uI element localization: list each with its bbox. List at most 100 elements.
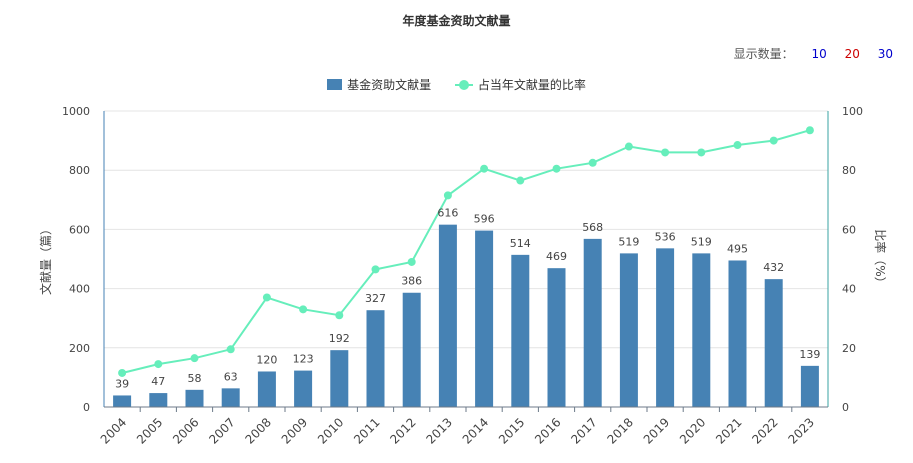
x-tick-label: 2006 — [170, 415, 201, 446]
y-right-tick-label: 100 — [842, 105, 863, 118]
ratio-point[interactable] — [769, 136, 778, 145]
bar-value-label: 568 — [582, 221, 603, 234]
ratio-point[interactable] — [733, 141, 742, 150]
y-tick-label: 200 — [69, 342, 90, 355]
x-tick-label: 2021 — [713, 415, 744, 446]
ratio-point[interactable] — [805, 126, 814, 135]
bar[interactable] — [619, 253, 638, 407]
chart-title: 年度基金资助文献量 — [402, 14, 511, 28]
x-tick-label: 2015 — [496, 415, 527, 446]
x-tick-label: 2009 — [279, 415, 310, 446]
y-right-tick-label: 60 — [842, 223, 856, 236]
ratio-point[interactable] — [335, 311, 344, 320]
bar-value-label: 120 — [256, 353, 277, 366]
ratio-point[interactable] — [226, 345, 235, 354]
bar-value-label: 616 — [437, 207, 458, 220]
y-axis-title: 文献量（篇） — [38, 223, 53, 295]
ratio-point[interactable] — [480, 164, 489, 173]
count-option-20[interactable]: 20 — [844, 47, 860, 61]
bar[interactable] — [800, 365, 819, 407]
x-tick-label: 2020 — [677, 415, 708, 446]
ratio-point[interactable] — [154, 360, 163, 369]
bar-value-label: 469 — [546, 250, 567, 263]
bar[interactable] — [366, 310, 385, 407]
y-tick-label: 0 — [83, 401, 90, 414]
bar-value-label: 514 — [510, 237, 531, 250]
ratio-point[interactable] — [371, 265, 380, 274]
ratio-point[interactable] — [190, 354, 199, 363]
ratio-point[interactable] — [118, 368, 127, 377]
ratio-point[interactable] — [299, 305, 308, 314]
y-right-tick-label: 0 — [842, 401, 849, 414]
legend-bar-label: 基金资助文献量 — [347, 78, 432, 92]
bar[interactable] — [547, 268, 566, 407]
bar[interactable] — [257, 371, 276, 407]
y-right-tick-label: 80 — [842, 164, 856, 177]
bar[interactable] — [692, 253, 711, 407]
bar[interactable] — [764, 279, 783, 407]
bar[interactable] — [185, 389, 204, 407]
bar-value-label: 327 — [365, 292, 386, 305]
count-option-30[interactable]: 30 — [877, 47, 893, 61]
y-tick-label: 1000 — [62, 105, 90, 118]
bar-value-label: 139 — [799, 348, 820, 361]
bar[interactable] — [511, 254, 530, 407]
x-tick-label: 2005 — [134, 415, 165, 446]
bar[interactable] — [475, 230, 494, 407]
count-option-10[interactable]: 10 — [811, 47, 827, 61]
bar[interactable] — [438, 224, 457, 407]
bar-value-label: 536 — [655, 230, 676, 243]
bar[interactable] — [728, 260, 747, 407]
ratio-point[interactable] — [407, 257, 416, 266]
x-tick-label: 2014 — [460, 415, 491, 446]
bar-value-label: 123 — [293, 353, 314, 366]
bar-value-label: 386 — [401, 275, 422, 288]
bar[interactable] — [221, 388, 240, 407]
ratio-line — [121, 129, 811, 374]
bar-value-label: 58 — [188, 372, 202, 385]
y-tick-label: 400 — [69, 283, 90, 296]
x-tick-label: 2013 — [424, 415, 455, 446]
y-right-axis-title: 比率（%） — [873, 229, 888, 288]
ratio-point[interactable] — [624, 142, 633, 151]
chart-legend: 基金资助文献量 占当年文献量的比率 — [0, 76, 913, 93]
x-tick-label: 2022 — [749, 415, 780, 446]
bar-value-label: 39 — [115, 377, 129, 390]
bar-value-label: 519 — [618, 235, 639, 248]
ratio-point[interactable] — [588, 158, 597, 167]
x-tick-label: 2008 — [243, 415, 274, 446]
legend-item-bar[interactable]: 基金资助文献量 — [327, 76, 431, 93]
bar[interactable] — [294, 370, 313, 407]
x-tick-label: 2016 — [532, 415, 563, 446]
x-tick-label: 2018 — [605, 415, 636, 446]
ratio-point[interactable] — [516, 176, 525, 185]
bar-value-label: 596 — [474, 213, 495, 226]
x-tick-label: 2023 — [786, 415, 817, 446]
bar[interactable] — [656, 248, 675, 407]
ratio-point[interactable] — [262, 293, 271, 302]
y-tick-label: 800 — [69, 164, 90, 177]
ratio-point[interactable] — [661, 148, 670, 157]
x-tick-label: 2019 — [641, 415, 672, 446]
legend-line-label: 占当年文献量的比率 — [477, 78, 586, 92]
x-tick-label: 2012 — [387, 415, 418, 446]
x-tick-label: 2010 — [315, 415, 346, 446]
bar[interactable] — [402, 292, 421, 407]
ratio-point[interactable] — [552, 164, 561, 173]
count-selector-label: 显示数量： — [733, 47, 794, 61]
x-tick-label: 2007 — [206, 415, 237, 446]
ratio-point[interactable] — [697, 148, 706, 157]
ratio-point[interactable] — [443, 191, 452, 200]
legend-line-swatch — [454, 79, 473, 90]
legend-item-line[interactable]: 占当年文献量的比率 — [454, 76, 586, 93]
bar[interactable] — [583, 238, 602, 407]
y-right-tick-label: 40 — [842, 283, 856, 296]
x-tick-label: 2011 — [351, 415, 382, 446]
y-right-tick-label: 20 — [842, 342, 856, 355]
bar[interactable] — [149, 393, 168, 407]
bar[interactable] — [113, 395, 132, 407]
bar-value-label: 63 — [224, 370, 238, 383]
bar[interactable] — [330, 350, 349, 407]
x-tick-label: 2017 — [568, 415, 599, 446]
